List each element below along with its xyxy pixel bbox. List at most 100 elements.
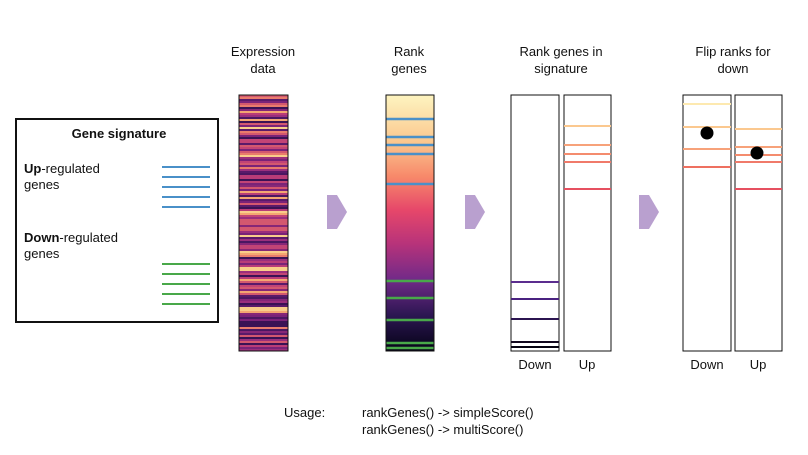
expression-stripe xyxy=(239,309,288,311)
expression-stripe xyxy=(239,99,288,101)
expression-stripe xyxy=(239,113,288,115)
expression-stripe xyxy=(239,165,288,167)
expression-stripe xyxy=(239,181,288,183)
expression-stripe xyxy=(239,259,288,261)
expression-stripe xyxy=(239,111,288,113)
expression-stripe xyxy=(239,137,288,139)
expression-stripe xyxy=(239,269,288,271)
arrow-to-flip xyxy=(639,195,659,229)
expression-data-strip xyxy=(238,94,289,352)
expression-stripe xyxy=(239,167,288,169)
expression-stripe xyxy=(239,249,288,251)
expression-stripe xyxy=(239,153,288,155)
expression-stripe xyxy=(239,143,288,145)
expression-stripe xyxy=(239,225,288,227)
expression-stripe xyxy=(239,175,288,177)
expression-stripe xyxy=(239,263,288,265)
up-rest-word: -regulated xyxy=(41,161,100,176)
expression-stripe xyxy=(239,247,288,249)
expression-stripe xyxy=(239,301,288,303)
up-median-dot xyxy=(750,146,764,160)
usage-label: Usage: xyxy=(284,405,325,420)
expression-stripe xyxy=(239,303,288,305)
signature-down-panel xyxy=(510,94,560,352)
up-genes-label: genes xyxy=(24,177,60,192)
expression-stripe xyxy=(239,337,288,339)
expression-stripe xyxy=(239,327,288,329)
down-median-dot xyxy=(700,126,714,140)
expression-stripe xyxy=(239,207,288,209)
gene-signature-title: Gene signature xyxy=(72,126,167,141)
expression-stripe xyxy=(239,315,288,317)
expression-stripe xyxy=(239,219,288,221)
expression-stripe xyxy=(239,211,288,213)
expression-stripe xyxy=(239,311,288,313)
flip-up-panel xyxy=(734,94,783,352)
rank-header-line2: genes xyxy=(391,61,427,76)
expression-stripe xyxy=(239,239,288,241)
expression-stripe xyxy=(239,101,288,103)
expression-stripe xyxy=(239,265,288,267)
down-regulated-label: Down-regulated xyxy=(24,230,118,245)
expression-stripe xyxy=(239,281,288,283)
expression-stripe xyxy=(239,109,288,111)
expression-stripe xyxy=(239,237,288,239)
expression-stripe xyxy=(239,133,288,135)
expression-stripe xyxy=(239,103,288,105)
signature-up-label: Up xyxy=(579,357,596,372)
arrow-to-rank xyxy=(327,195,347,229)
expression-stripe xyxy=(239,321,288,323)
expression-stripe xyxy=(239,127,288,129)
expression-stripe xyxy=(239,283,288,285)
expression-stripe xyxy=(239,297,288,299)
expression-stripe xyxy=(239,257,288,259)
expression-stripe xyxy=(239,289,288,291)
expression-stripe xyxy=(239,343,288,345)
expression-stripe xyxy=(239,157,288,159)
expression-stripe xyxy=(239,347,288,349)
expression-stripe xyxy=(239,205,288,207)
expression-stripe xyxy=(239,189,288,191)
expression-stripe xyxy=(239,323,288,325)
rank-header-line1: Rank xyxy=(394,44,425,59)
expression-stripe xyxy=(239,203,288,205)
expression-stripe xyxy=(239,335,288,337)
expression-stripe xyxy=(239,197,288,199)
expression-stripe xyxy=(239,215,288,217)
expression-stripe xyxy=(239,183,288,185)
flip-up-label: Up xyxy=(750,357,767,372)
expression-stripe xyxy=(239,145,288,147)
expression-stripe xyxy=(239,333,288,335)
expression-stripe xyxy=(239,107,288,109)
expression-stripe xyxy=(239,187,288,189)
expression-stripe xyxy=(239,245,288,247)
expression-stripe xyxy=(239,329,288,331)
expression-stripe xyxy=(239,221,288,223)
expression-stripe xyxy=(239,115,288,117)
expression-stripe xyxy=(239,325,288,327)
expression-stripe xyxy=(239,339,288,341)
flip-down-panel xyxy=(682,94,732,352)
expression-stripe xyxy=(239,271,288,273)
usage-line-2: rankGenes() -> multiScore() xyxy=(362,422,523,437)
expression-stripe xyxy=(239,209,288,211)
expression-header-line1: Expression xyxy=(231,44,295,59)
expression-stripe xyxy=(239,179,288,181)
expression-stripe xyxy=(239,95,288,97)
signature-down-label: Down xyxy=(518,357,551,372)
expression-stripe xyxy=(239,201,288,203)
expression-stripe xyxy=(239,161,288,163)
expression-stripe xyxy=(239,105,288,107)
expression-stripe xyxy=(239,285,288,287)
expression-stripe xyxy=(239,169,288,171)
expression-stripe xyxy=(239,117,288,119)
arrow-to-signature xyxy=(465,195,485,229)
expression-stripe xyxy=(239,213,288,215)
expression-stripe xyxy=(239,287,288,289)
expression-stripe xyxy=(239,129,288,131)
expression-stripe xyxy=(239,171,288,173)
expression-stripe xyxy=(239,241,288,243)
expression-stripe xyxy=(239,299,288,301)
expression-stripe xyxy=(239,139,288,141)
expression-stripe xyxy=(239,217,288,219)
